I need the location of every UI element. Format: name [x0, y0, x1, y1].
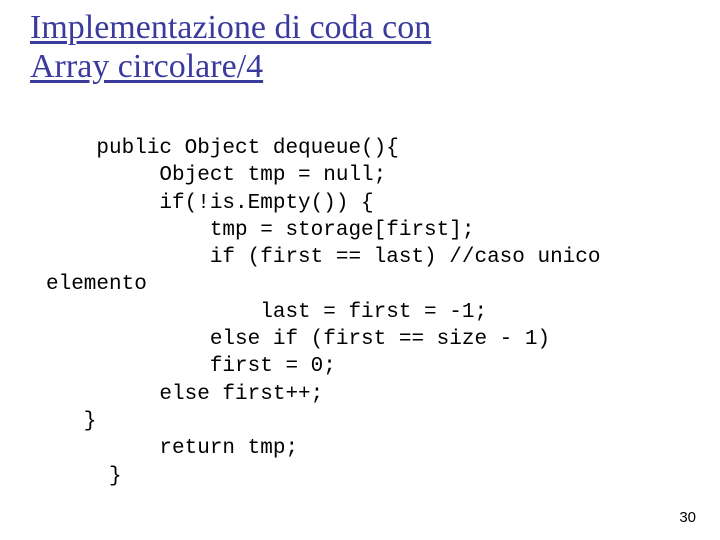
title-line-2: Array circolare/4 [30, 48, 263, 85]
title-line-1: Implementazione di coda con [30, 9, 431, 46]
slide: Implementazione di coda con Array circol… [0, 0, 720, 540]
code-block: public Object dequeue(){ Object tmp = nu… [46, 135, 690, 490]
page-number: 30 [679, 509, 696, 526]
slide-title: Implementazione di coda con Array circol… [30, 8, 431, 86]
